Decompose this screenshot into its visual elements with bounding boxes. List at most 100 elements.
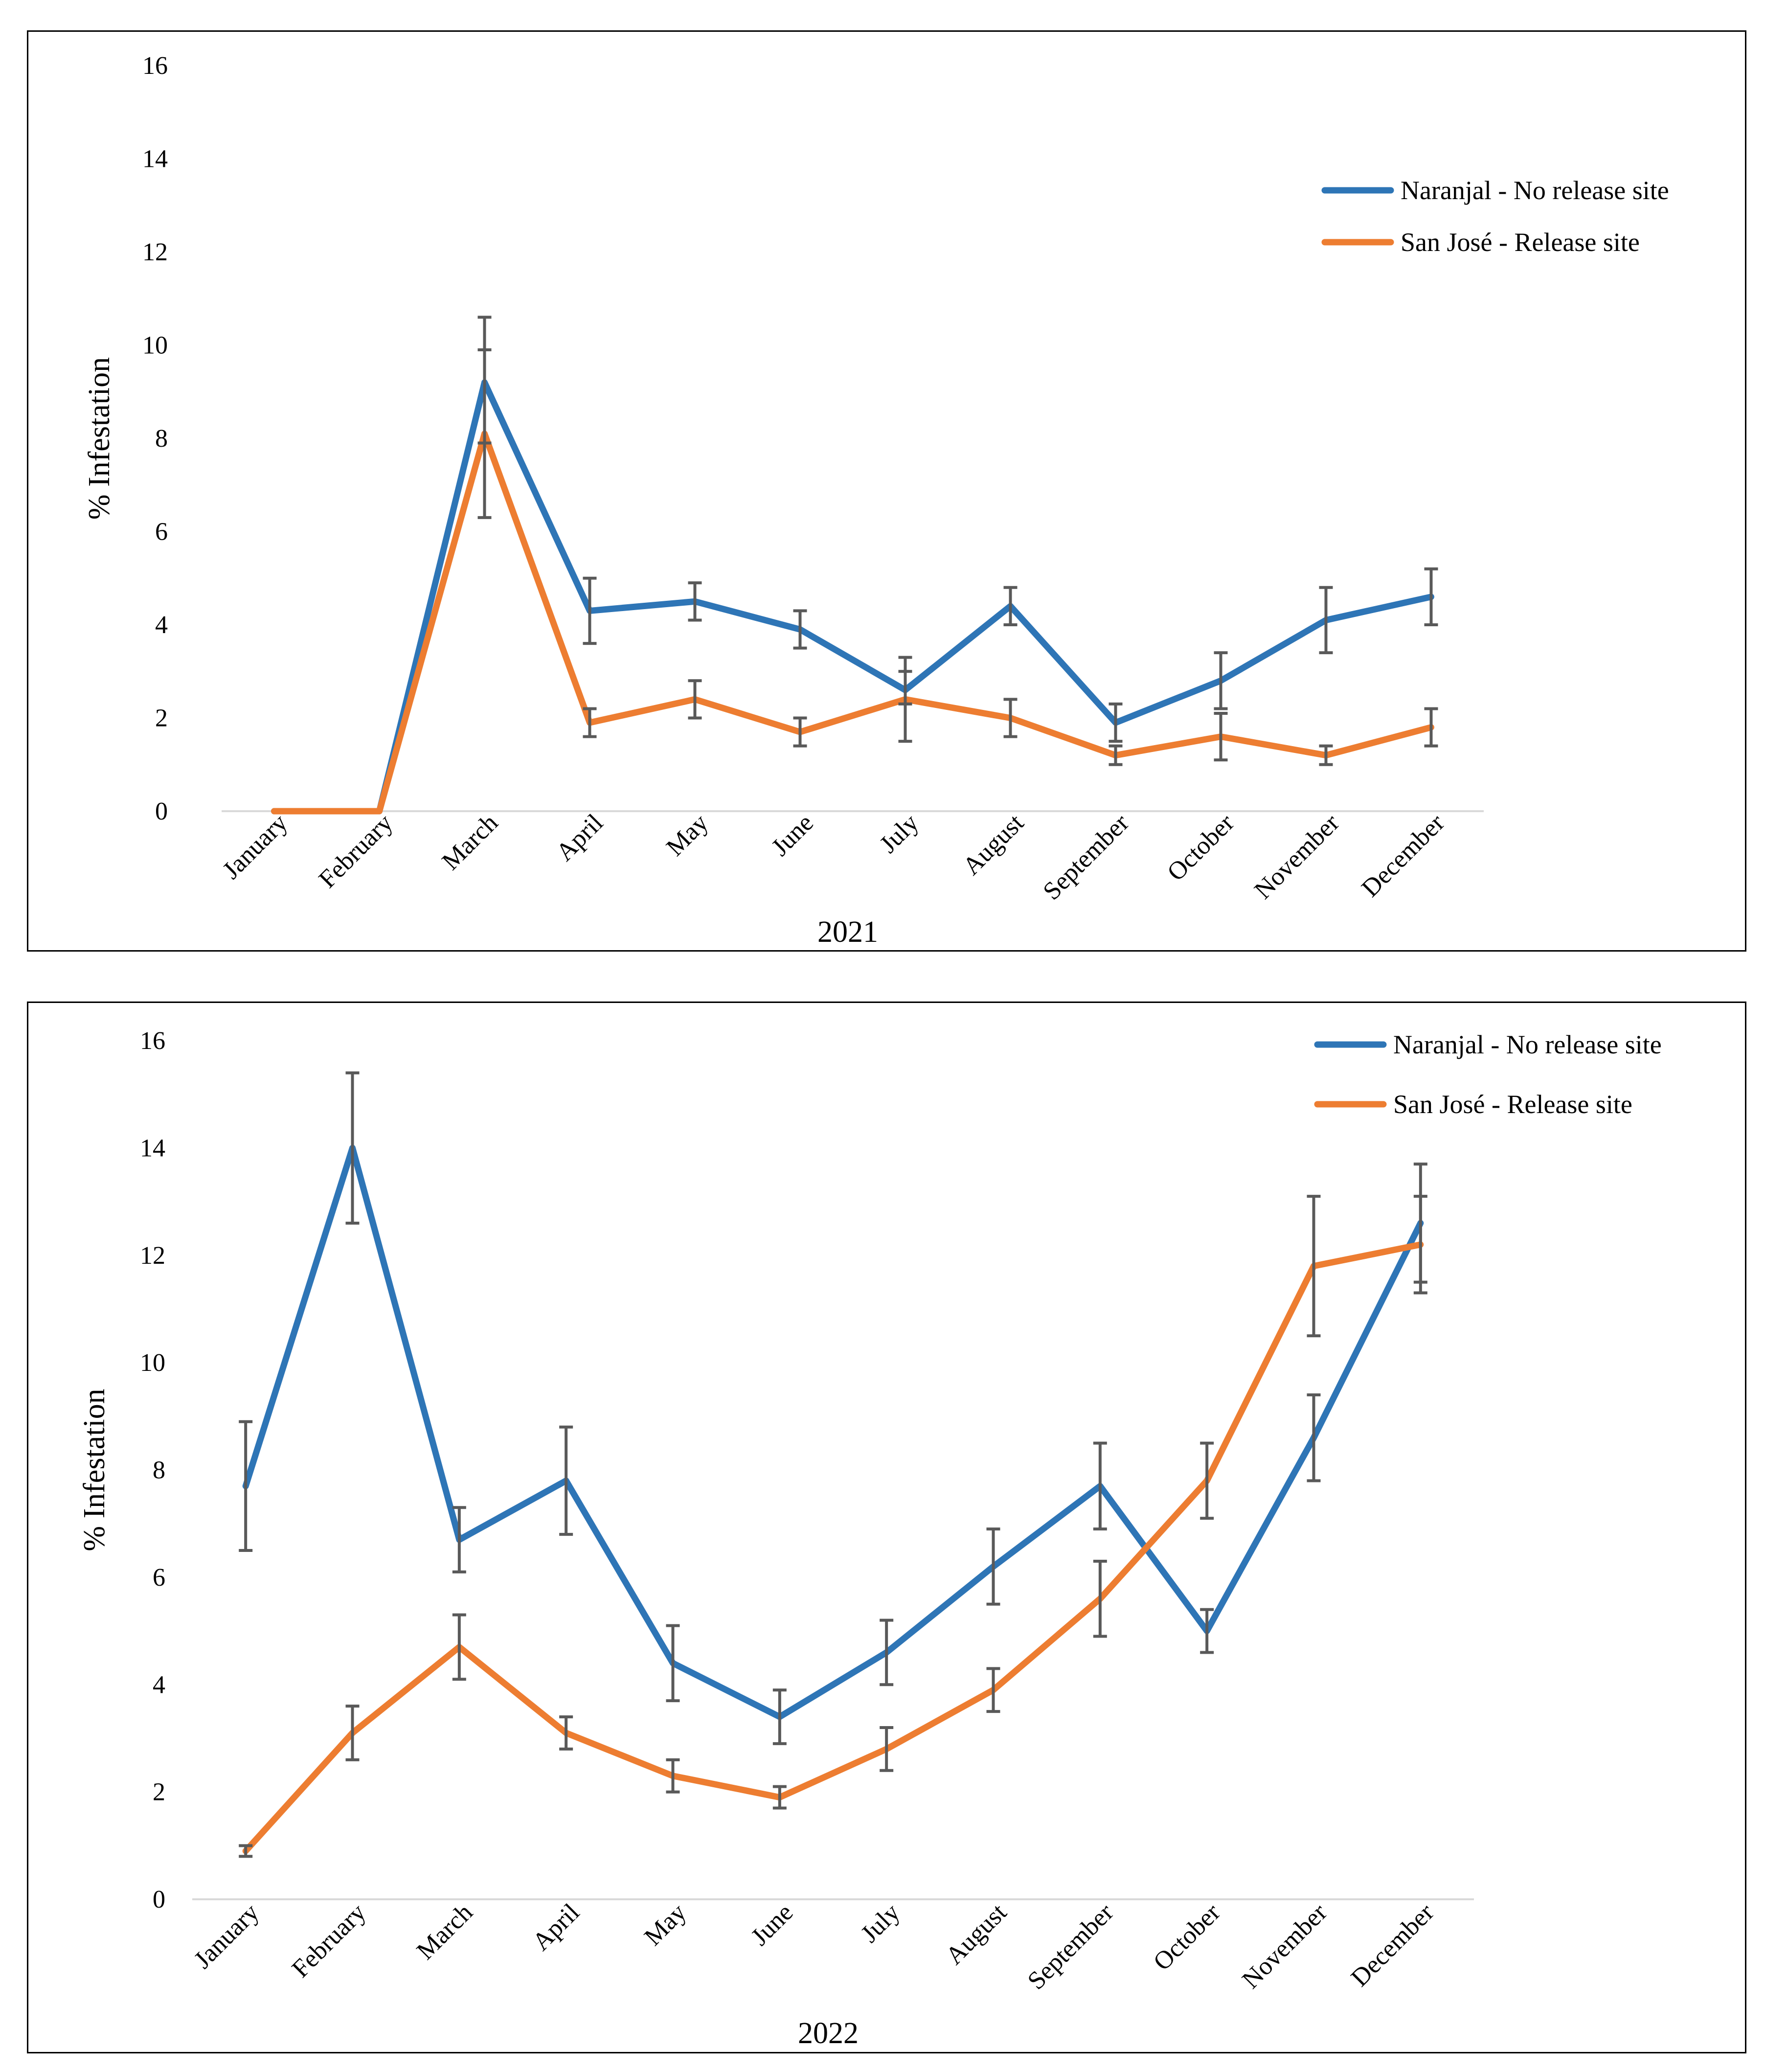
legend-label: San José - Release site xyxy=(1393,1090,1632,1119)
series-line xyxy=(271,430,1434,815)
error-bar xyxy=(1200,1441,1214,1520)
series-line xyxy=(242,1144,1424,1720)
error-bar xyxy=(1003,698,1018,738)
error-bar xyxy=(666,1624,680,1703)
error-bar xyxy=(1307,1195,1321,1338)
y-tick-label: 4 xyxy=(153,1671,165,1699)
error-bar xyxy=(1319,744,1333,766)
error-bar xyxy=(666,1758,680,1794)
x-tick-label: September xyxy=(1038,809,1134,906)
error-bar xyxy=(1093,1441,1107,1531)
error-bar xyxy=(986,1527,1000,1606)
error-bar xyxy=(1200,1608,1214,1654)
y-tick-label: 2 xyxy=(155,705,168,732)
y-tick-label: 16 xyxy=(140,1027,165,1055)
x-tick-label: June xyxy=(766,809,819,862)
error-bar xyxy=(1307,1393,1321,1482)
error-bar xyxy=(1109,702,1123,743)
y-tick-label: 14 xyxy=(142,145,168,173)
y-tick-label: 16 xyxy=(142,52,168,80)
error-bar xyxy=(1214,651,1228,710)
legend-item: Naranjal - No release site xyxy=(1314,1030,1662,1059)
legend-label: Naranjal - No release site xyxy=(1401,176,1669,205)
y-tick-label: 10 xyxy=(142,332,168,360)
legend-label: San José - Release site xyxy=(1401,228,1640,257)
error-bar xyxy=(239,1420,253,1552)
error-bar xyxy=(1424,567,1438,626)
error-bar xyxy=(345,1705,360,1761)
series-line xyxy=(271,379,1434,815)
x-tick-label: January xyxy=(189,1898,265,1974)
error-bar xyxy=(583,707,597,738)
error-bar xyxy=(583,576,597,645)
x-axis-label: 2021 xyxy=(817,915,878,949)
error-bar xyxy=(1093,1559,1107,1638)
error-bar xyxy=(1214,711,1228,762)
error-bar xyxy=(772,1688,787,1745)
y-tick-label: 4 xyxy=(155,611,168,639)
x-tick-label: December xyxy=(1346,1898,1439,1992)
chart-panel-2021: 0 2 4 6 8 10 12 14 16 % Infestation January Februar… xyxy=(27,30,1746,952)
x-tick-label: August xyxy=(957,809,1029,881)
legend-item: Naranjal - No release site xyxy=(1321,176,1669,205)
error-bar xyxy=(452,1506,466,1573)
y-tick-label: 6 xyxy=(153,1564,165,1592)
error-bar xyxy=(477,348,492,519)
error-bar xyxy=(688,581,702,622)
error-bar xyxy=(559,1715,573,1751)
x-tick-label: February xyxy=(314,809,398,893)
error-bar xyxy=(688,679,702,720)
legend-label: Naranjal - No release site xyxy=(1393,1030,1662,1059)
error-bar xyxy=(1413,1195,1427,1295)
y-axis-label: % Infestation xyxy=(78,1389,111,1551)
x-tick-label: March xyxy=(437,809,503,875)
y-tick-label: 0 xyxy=(155,797,168,825)
error-bar xyxy=(986,1667,1000,1713)
x-tick-label: December xyxy=(1357,809,1450,902)
y-tick-label: 12 xyxy=(142,238,168,266)
error-bar xyxy=(793,716,807,748)
x-tick-label: September xyxy=(1022,1898,1119,1995)
chart-2021: 0 2 4 6 8 10 12 14 16 % Infestation January Februar… xyxy=(83,52,1669,949)
chart-2022: 0 2 4 6 8 10 12 14 16 % Infestation January Februar… xyxy=(78,1027,1662,2050)
x-tick-label: February xyxy=(287,1898,371,1983)
y-tick-label: 6 xyxy=(155,518,168,546)
legend-item: San José - Release site xyxy=(1314,1090,1632,1119)
y-tick-label: 0 xyxy=(153,1886,165,1913)
y-tick-label: 8 xyxy=(153,1457,165,1484)
error-bar xyxy=(898,670,912,743)
x-tick-label: November xyxy=(1249,809,1345,905)
y-tick-label: 8 xyxy=(155,425,168,453)
error-bar xyxy=(772,1785,787,1810)
x-tick-label: May xyxy=(639,1898,692,1951)
error-bar xyxy=(793,609,807,650)
y-tick-label: 10 xyxy=(140,1349,165,1377)
error-bar xyxy=(1003,586,1018,626)
x-tick-label: April xyxy=(551,809,609,866)
error-bar xyxy=(345,1071,360,1225)
error-bar xyxy=(1424,707,1438,748)
x-tick-label: May xyxy=(661,809,714,862)
x-tick-label: June xyxy=(746,1898,799,1951)
legend-item: San José - Release site xyxy=(1321,228,1640,257)
y-tick-label: 14 xyxy=(140,1134,165,1162)
error-bar xyxy=(452,1613,466,1681)
x-tick-label: August xyxy=(940,1898,1012,1970)
x-tick-label: January xyxy=(217,809,293,885)
error-bar xyxy=(1109,744,1123,766)
y-axis-label: % Infestation xyxy=(83,357,116,520)
error-bar xyxy=(559,1425,573,1536)
error-bar xyxy=(880,1618,894,1686)
x-axis-label: 2022 xyxy=(798,2017,859,2050)
error-bar xyxy=(1319,586,1333,655)
x-tick-label: November xyxy=(1237,1898,1333,1994)
y-tick-label: 2 xyxy=(153,1778,165,1806)
y-tick-label: 12 xyxy=(140,1242,165,1270)
x-tick-label: April xyxy=(527,1898,585,1956)
x-tick-label: October xyxy=(1162,809,1240,887)
x-tick-label: March xyxy=(411,1898,478,1965)
chart-panel-2022: 0 2 4 6 8 10 12 14 16 % Infestation January Februar… xyxy=(27,1002,1746,2053)
x-tick-label: July xyxy=(856,1898,905,1948)
series-line xyxy=(242,1241,1424,1854)
x-tick-label: October xyxy=(1148,1898,1226,1976)
